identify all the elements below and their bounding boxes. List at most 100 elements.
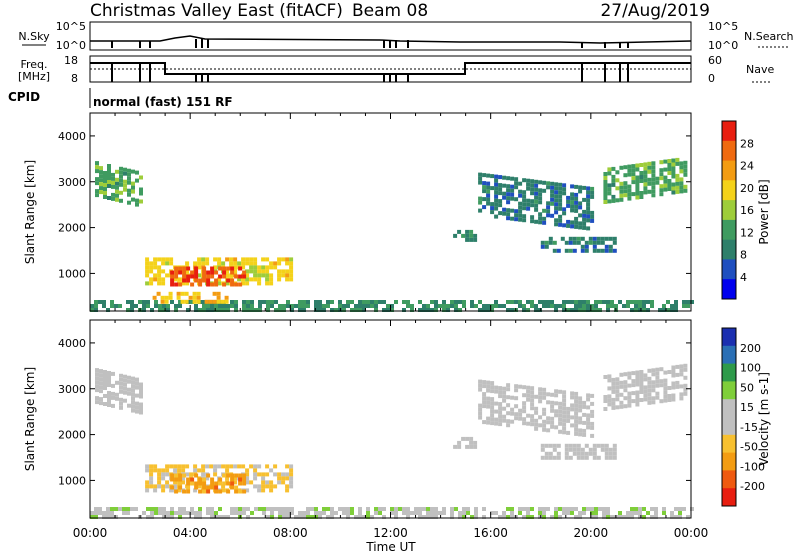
velocity-colorbar-tick: -50: [740, 441, 758, 454]
power-cell: [570, 224, 575, 229]
velocity-cell: [627, 371, 632, 376]
xtick-label: 08:00: [273, 526, 308, 540]
power-cell: [494, 206, 499, 211]
velocity-cell: [99, 377, 103, 382]
power-cell: [562, 300, 566, 304]
velocity-cell: [254, 507, 258, 511]
power-cell: [298, 304, 302, 308]
velocity-cell: [145, 468, 150, 473]
velocity-cell: [205, 476, 210, 481]
velocity-cell: [678, 515, 682, 519]
velocity-cell: [478, 407, 483, 412]
power-cell: [586, 190, 591, 195]
velocity-cell: [643, 397, 648, 402]
velocity-cell: [226, 515, 230, 519]
power-colorbar-tick: 12: [740, 226, 754, 239]
power-cell: [538, 200, 543, 205]
velocity-cell: [169, 464, 174, 469]
power-cell: [690, 300, 694, 304]
velocity-cell: [418, 515, 422, 519]
velocity-cell: [506, 403, 511, 408]
power-cell: [568, 240, 573, 245]
power-cell: [596, 236, 601, 241]
power-cell: [218, 308, 222, 312]
velocity-cell: [230, 477, 235, 482]
velocity-cell: [213, 468, 218, 473]
velocity-cell: [558, 401, 563, 406]
velocity-cell: [510, 407, 515, 412]
velocity-cell: [157, 472, 162, 477]
power-cell: [138, 300, 142, 304]
power-cell: [190, 274, 195, 279]
velocity-cell: [558, 507, 562, 511]
velocity-cell: [510, 411, 515, 416]
velocity-cell: [590, 433, 595, 438]
velocity-colorbar-swatch: [722, 381, 736, 400]
power-cell: [318, 304, 322, 308]
power-cell: [526, 186, 531, 191]
power-cell: [506, 188, 511, 193]
velocity-cell: [594, 507, 598, 511]
power-colorbar-swatch: [722, 140, 736, 162]
power-cell: [131, 197, 135, 202]
power-cell: [659, 184, 664, 189]
power-cell: [666, 300, 670, 304]
velocity-cell: [494, 417, 499, 422]
power-cell: [659, 176, 664, 181]
power-cell: [178, 266, 183, 271]
power-cell: [95, 161, 99, 166]
power-cell: [618, 300, 622, 304]
velocity-cell: [546, 428, 551, 433]
velocity-cell: [149, 480, 154, 485]
power-cell: [570, 200, 575, 205]
power-cell: [667, 183, 672, 187]
velocity-cell: [130, 507, 134, 511]
velocity-cell: [650, 507, 654, 511]
power-cell: [560, 236, 565, 241]
velocity-cell: [119, 401, 123, 406]
power-cell: [99, 178, 103, 183]
velocity-cell: [181, 480, 186, 485]
power-cell: [671, 170, 676, 175]
velocity-cell: [510, 419, 515, 424]
velocity-cell: [683, 363, 688, 368]
velocity-cell: [178, 515, 182, 519]
power-cell: [366, 300, 370, 304]
velocity-cell: [675, 384, 680, 389]
velocity-cell: [111, 395, 115, 400]
power-colorbar-swatch: [722, 219, 736, 241]
power-cell: [671, 174, 676, 179]
velocity-cell: [578, 396, 583, 401]
velocity-cell: [588, 451, 593, 456]
velocity-cell: [655, 371, 660, 376]
velocity-cell: [482, 507, 486, 511]
power-cell: [277, 273, 282, 278]
velocity-cell: [602, 511, 606, 515]
velocity-cell: [564, 443, 569, 448]
power-cell: [350, 300, 354, 304]
velocity-cell: [627, 395, 632, 400]
power-cell: [506, 208, 511, 213]
velocity-cell: [165, 484, 170, 489]
power-cell: [169, 261, 174, 266]
velocity-cell: [450, 511, 454, 515]
velocity-cell: [478, 411, 483, 416]
velocity-colorbar-swatch: [722, 328, 736, 347]
velocity-cell: [606, 511, 610, 515]
velocity-cell: [586, 393, 591, 398]
velocity-cell: [378, 507, 382, 511]
power-cell: [546, 181, 551, 186]
velocity-ytick-label: 4000: [58, 337, 86, 350]
velocity-cell: [540, 443, 545, 448]
power-cell: [222, 274, 227, 279]
velocity-cell: [326, 507, 330, 511]
power-cell: [643, 182, 648, 187]
power-cell: [446, 308, 450, 312]
velocity-cell: [544, 455, 549, 460]
velocity-cell: [210, 515, 214, 519]
xtick-label: 12:00: [373, 526, 408, 540]
power-cell: [190, 270, 195, 275]
power-cell: [494, 190, 499, 195]
power-cell: [538, 188, 543, 193]
velocity-cell: [635, 398, 640, 403]
